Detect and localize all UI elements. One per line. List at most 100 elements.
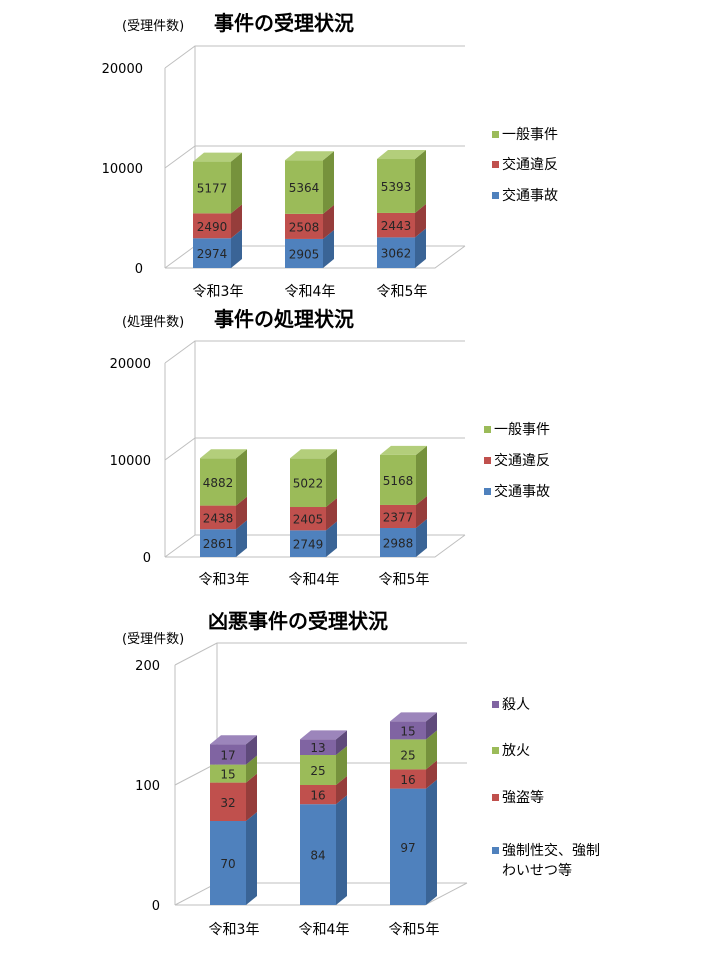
legend-label: 殺人 [502, 697, 530, 713]
legend-label: 強盗等 [502, 789, 544, 806]
bar-segment [300, 739, 336, 755]
bar-side [246, 812, 257, 905]
bar-segment [377, 237, 415, 268]
legend-swatch [484, 488, 491, 495]
gridline [174, 642, 467, 666]
data-label: 5364 [289, 181, 320, 195]
chart-title: 凶悪事件の受理状況 [208, 609, 388, 633]
legend-swatch [492, 161, 499, 168]
data-label: 32 [220, 796, 235, 810]
bar-stack: 70 32 15 17 [210, 735, 257, 905]
bar-stack: 97 16 25 15 [390, 712, 437, 905]
data-label: 15 [400, 724, 415, 738]
data-label: 2508 [289, 220, 320, 234]
bar-segment [300, 785, 336, 805]
bar-segment [377, 159, 415, 213]
x-tick-label: 令和4年 [285, 284, 336, 300]
y-tick-label: 0 [135, 262, 143, 277]
bar-side [336, 776, 347, 805]
bar-segment [390, 739, 426, 770]
bar-stack: 2974 2490 5177 [193, 152, 242, 268]
y-tick-label: 100 [135, 779, 160, 794]
data-label: 2438 [203, 511, 234, 525]
bar-side [323, 151, 334, 214]
legend-swatch [492, 847, 499, 854]
bar-segment [285, 213, 323, 239]
x-tick-label: 令和3年 [199, 572, 250, 588]
bar-segment [210, 821, 246, 905]
bar-side [415, 228, 426, 268]
bar-segment [377, 212, 415, 238]
legend-label: 交通事故 [502, 187, 558, 204]
data-label: 15 [220, 768, 235, 782]
floor-line [165, 534, 466, 558]
bar-stack: 84 16 25 13 [300, 730, 347, 905]
bar-side [416, 519, 427, 557]
legend-label: 交通違反 [494, 452, 550, 469]
bar-side [326, 498, 337, 531]
data-label: 2861 [203, 537, 234, 551]
legend-swatch [492, 131, 499, 138]
data-label: 70 [220, 857, 235, 871]
bar-side [323, 204, 334, 239]
bar-side [246, 735, 257, 765]
data-label: 5022 [293, 477, 324, 491]
bar-segment [390, 721, 426, 740]
data-label: 2377 [383, 510, 414, 524]
data-label: 97 [400, 841, 415, 855]
bar-segment [390, 788, 426, 905]
bar-stack: 2861 2438 4882 [200, 449, 247, 557]
floor-line [165, 245, 466, 269]
data-label: 16 [310, 789, 325, 803]
legend-swatch [492, 747, 499, 754]
bar-segment [210, 764, 246, 783]
data-label: 84 [310, 849, 325, 863]
data-label: 2974 [197, 247, 228, 261]
data-label: 5393 [381, 180, 412, 194]
gridlines [164, 340, 466, 558]
bar-side [415, 203, 426, 238]
bar-segment [390, 769, 426, 789]
bar-top [300, 730, 347, 740]
bar-segment [200, 458, 236, 506]
bar-side [416, 445, 427, 505]
x-tick-label: 令和4年 [299, 922, 350, 938]
x-tick-label: 令和3年 [193, 284, 244, 300]
bar-side [415, 150, 426, 213]
unit-label: (受理件数) [122, 632, 184, 647]
bar-side [231, 204, 242, 239]
bar-segment [380, 454, 416, 505]
bar-side [236, 449, 247, 506]
gridline [164, 45, 465, 69]
legend-swatch [492, 701, 499, 708]
bar-side [246, 773, 257, 821]
bar-side [336, 746, 347, 785]
gridlines [164, 45, 466, 269]
y-tick-label: 20000 [102, 62, 143, 77]
data-label: 2443 [381, 219, 412, 233]
data-label: 2405 [293, 513, 324, 527]
bar-segment [200, 505, 236, 530]
x-tick-label: 令和5年 [379, 572, 430, 588]
bar-segment [380, 504, 416, 529]
chart-2: 事件の処理状況 (処理件数) 0 10000 20000 2861 2438 4882 令和3年… [110, 307, 550, 588]
bar-top [290, 449, 337, 459]
data-label: 13 [310, 741, 325, 755]
data-label: 25 [400, 748, 415, 762]
data-label: 2988 [383, 537, 414, 551]
bar-segment [193, 161, 231, 214]
bar-top [200, 449, 247, 459]
bar-side [231, 152, 242, 214]
y-tick-label: 200 [135, 659, 160, 674]
bar-stack: 2749 2405 5022 [290, 449, 337, 557]
y-tick-label: 10000 [110, 454, 151, 469]
data-label: 2490 [197, 220, 228, 234]
chart-3: 凶悪事件の受理状況 (受理件数) 0 100 200 70 32 15 17 令和3年 84 16 25… [122, 609, 600, 938]
bar-top [193, 152, 242, 162]
legend-swatch [492, 192, 499, 199]
gridline [164, 340, 465, 364]
